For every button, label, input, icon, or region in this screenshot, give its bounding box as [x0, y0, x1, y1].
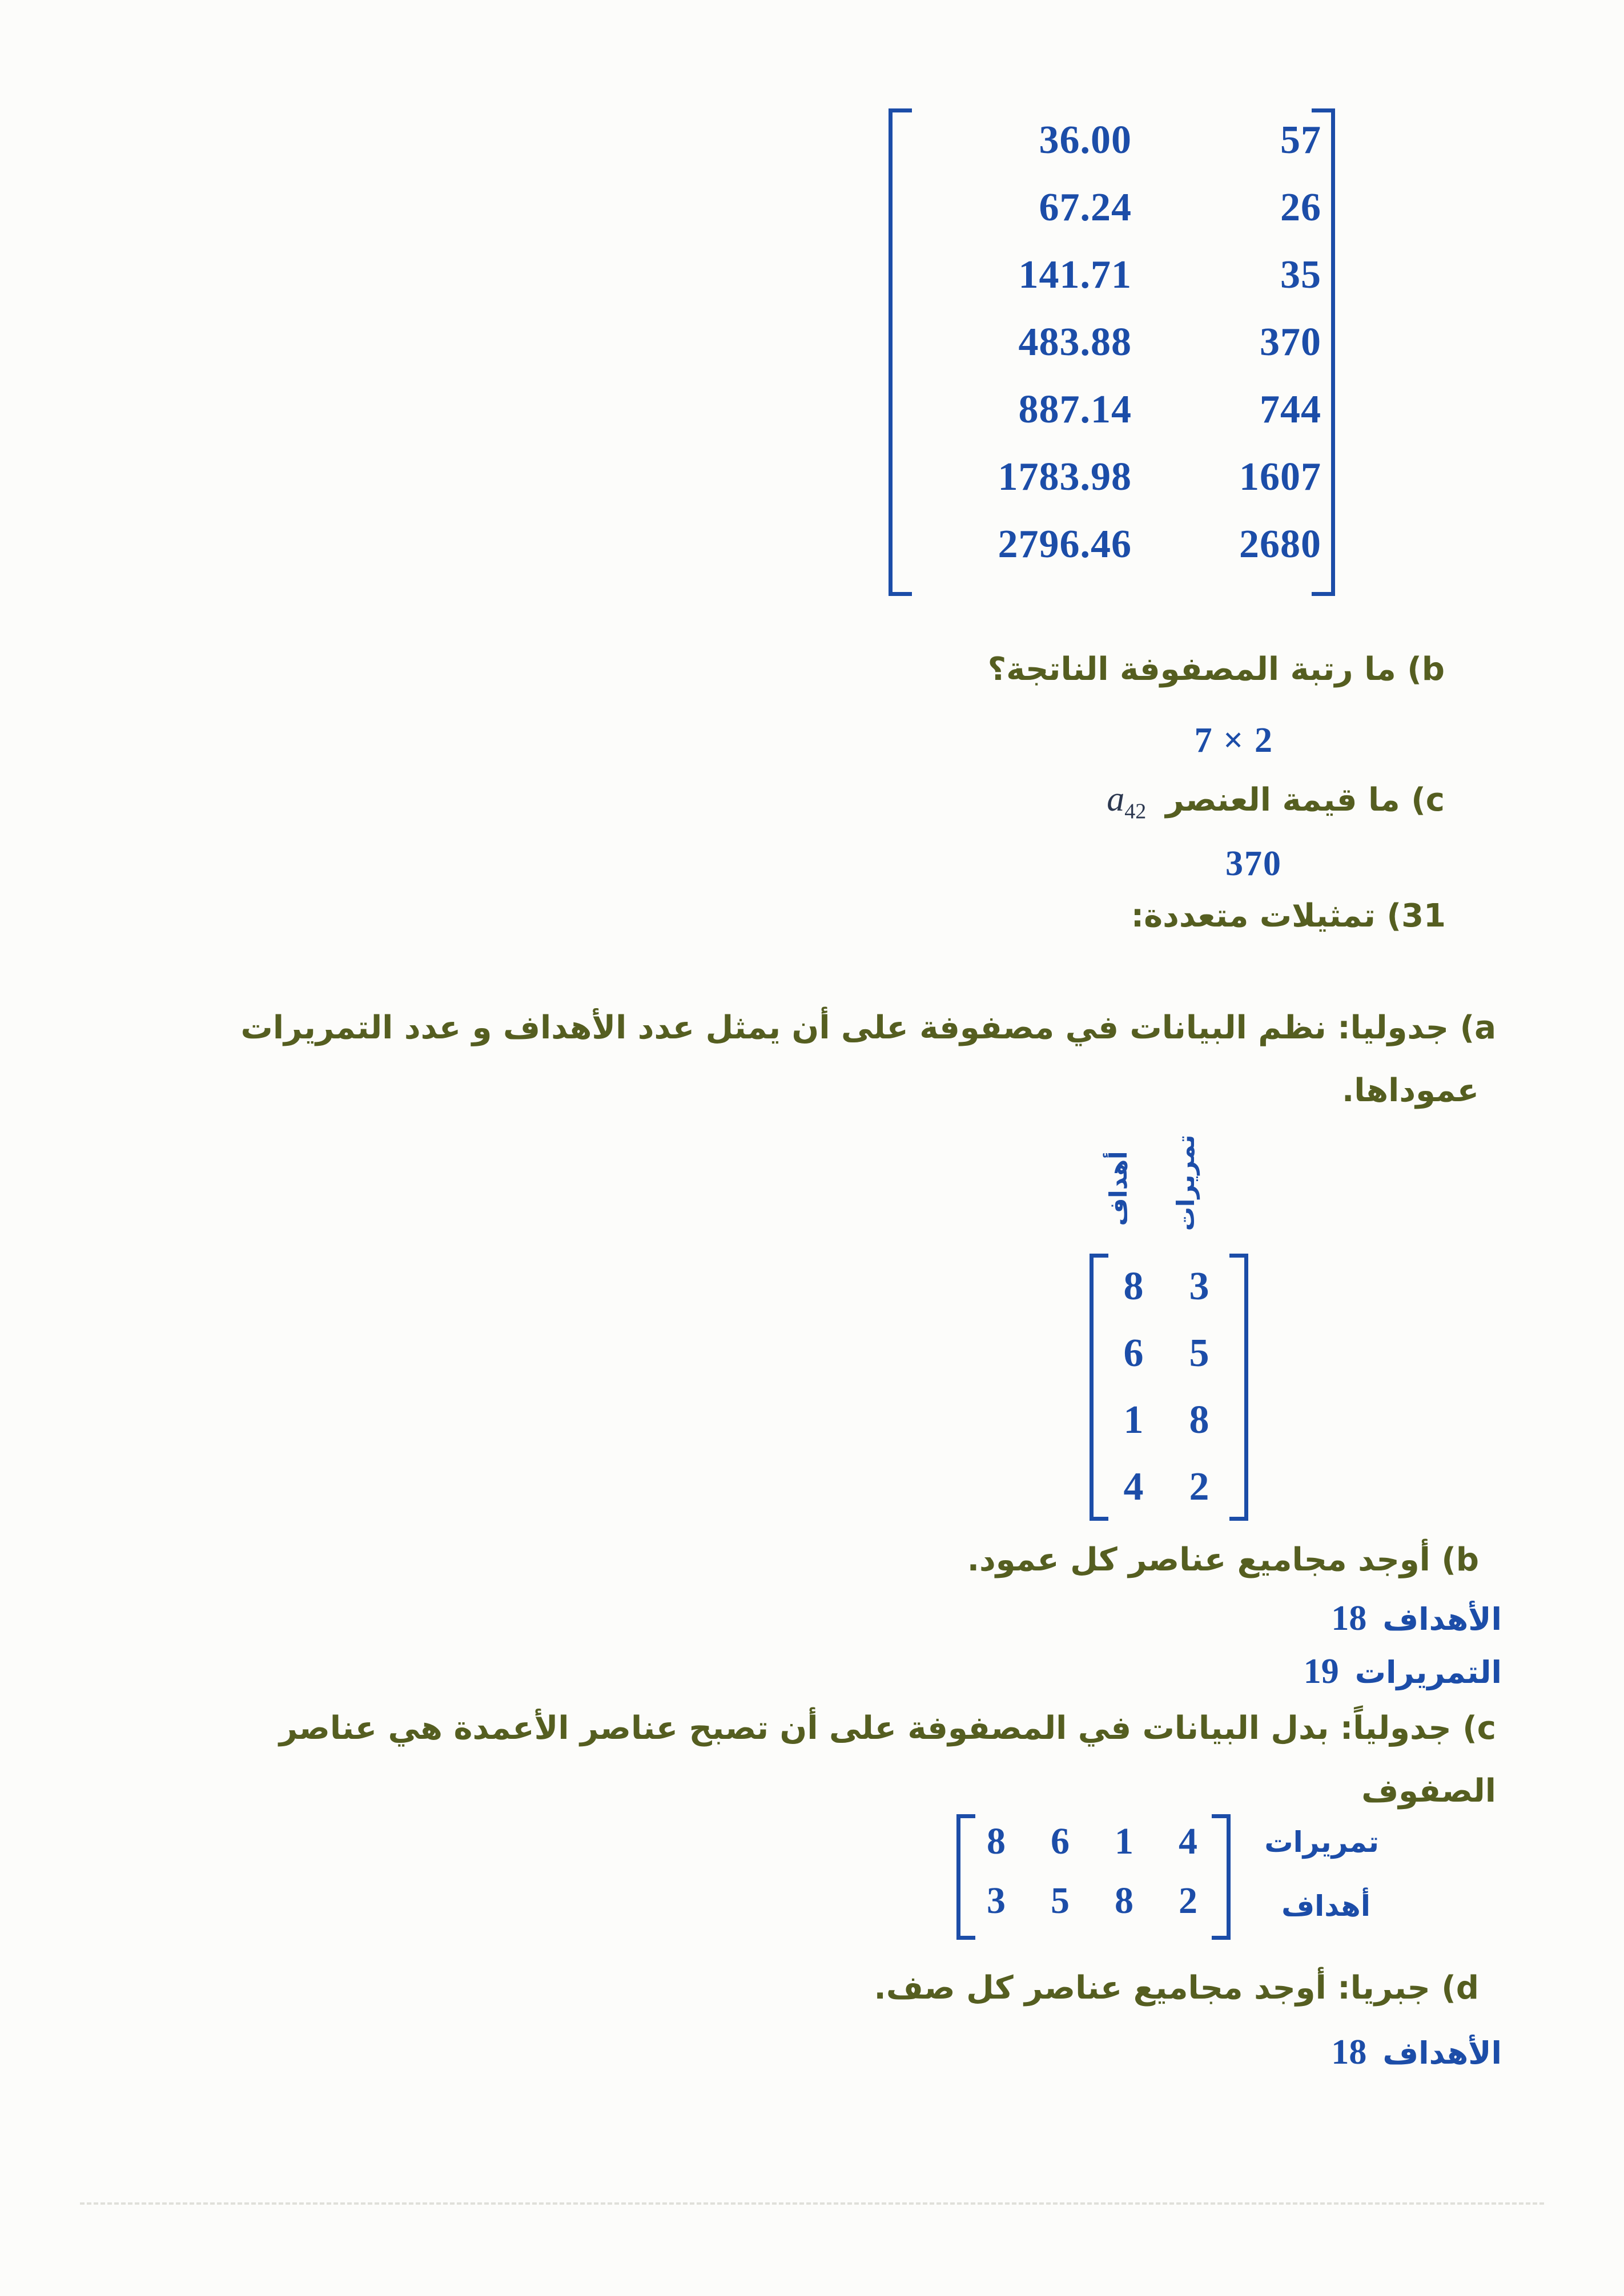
matrix-left-bracket	[889, 108, 912, 596]
matrix-cell: 8	[1123, 1264, 1144, 1308]
answer-goals-row-label: الأهداف	[1382, 2035, 1502, 2071]
matrix-row: 3 5 8 2	[964, 1879, 1231, 1939]
matrix-cell: 483.88	[1018, 320, 1132, 364]
column-label-passes: تمريرات	[1172, 1134, 1200, 1231]
question-part-c-text: c) ما قيمة العنصر	[1165, 782, 1445, 819]
part-c-instruction-line2: الصفوف	[1361, 1773, 1496, 1810]
matrix-row: 2796.46 2680	[919, 522, 1335, 589]
answer-goals-value: 18	[1331, 1599, 1367, 1638]
matrix-cell: 35	[1280, 253, 1321, 297]
matrix-cell: 141.71	[1018, 253, 1132, 297]
matrix-cell: 370	[1260, 320, 1321, 364]
matrix-right-bracket	[1229, 1254, 1248, 1521]
matrix-cell: 744	[1260, 388, 1321, 432]
answer-goals-row-sum: الأهداف 18	[1331, 2032, 1502, 2073]
scan-artifact-rule	[80, 2202, 1544, 2205]
matrix-right-bracket	[1212, 1814, 1231, 1940]
question-part-d: d) جبريا: أوجد مجاميع عناصر كل صف.	[874, 1969, 1479, 2007]
answer-goals-sum: الأهداف 18	[1331, 1598, 1502, 1639]
matrix-cell: 5	[1051, 1880, 1070, 1922]
matrix-grid: 8 6 1 4 3 5 8 2	[956, 1814, 1231, 1939]
matrix-left-bracket	[1090, 1254, 1108, 1521]
answer-goals-row-value: 18	[1331, 2033, 1367, 2072]
matrix-cell: 2	[1179, 1880, 1198, 1922]
matrix-grid: 36.00 57 67.24 26 141.71 35 483.88 370 887.1…	[889, 108, 1335, 589]
matrix-cell: 4	[1179, 1820, 1198, 1862]
matrix-row: 1783.98 1607	[919, 454, 1335, 522]
column-label-goals: أهداف	[1104, 1151, 1132, 1226]
answer-matrix-order: 7 × 2	[1194, 721, 1273, 760]
part-c-instruction-line1: c) جدولياً: بدل البيانات في المصفوفة على…	[279, 1710, 1496, 1747]
matrix-row: 887.14 744	[919, 387, 1335, 454]
matrix-cell: 8	[1115, 1880, 1134, 1922]
matrix-cell: 1	[1123, 1398, 1144, 1442]
matrix-cell: 67.24	[1039, 186, 1132, 229]
answer-element-value: 370	[1225, 844, 1282, 883]
matrix-cell: 8	[987, 1820, 1006, 1862]
matrix-cell: 1	[1115, 1820, 1134, 1862]
problem-31-heading: 31) تمثيلات متعددة:	[1131, 897, 1446, 934]
question-part-b-sums: b) أوجد مجاميع عناصر كل عمود.	[967, 1541, 1479, 1578]
result-matrix-7x2: 36.00 57 67.24 26 141.71 35 483.88 370 887.1…	[889, 108, 1335, 596]
row-label-passes: تمريرات	[1264, 1826, 1379, 1859]
matrix-cell: 5	[1189, 1331, 1210, 1375]
matrix-row: 36.00 57	[919, 118, 1335, 185]
answer-passes-label: التمريرات	[1354, 1654, 1502, 1690]
matrix-cell: 887.14	[1018, 388, 1132, 432]
part-a-instruction-line1: a) جدوليا: نظم البيانات في مصفوفة على أن…	[240, 1009, 1496, 1046]
part-a-instruction-line2: عموداها.	[1342, 1072, 1479, 1109]
row-label-goals: أهداف	[1281, 1890, 1370, 1923]
answer-passes-value: 19	[1303, 1652, 1339, 1691]
matrix-row: 141.71 35	[919, 252, 1335, 320]
math-element-a42: a42	[1107, 780, 1147, 824]
matrix-cell: 1607	[1239, 455, 1321, 499]
matrix-cell: 57	[1280, 118, 1321, 162]
matrix-cell: 8	[1189, 1398, 1210, 1442]
matrix-row: 67.24 26	[919, 185, 1335, 252]
matrix-cell: 6	[1123, 1331, 1144, 1375]
matrix-cell: 2796.46	[998, 522, 1132, 566]
question-part-c: c) ما قيمة العنصر a42	[1107, 779, 1445, 824]
transposed-matrix-2x4: 8 6 1 4 3 5 8 2	[956, 1814, 1231, 1940]
matrix-cell: 2	[1189, 1465, 1210, 1509]
matrix-cell: 6	[1051, 1820, 1070, 1862]
matrix-cell: 1783.98	[998, 455, 1132, 499]
matrix-cell: 3	[987, 1880, 1006, 1922]
matrix-cell: 26	[1280, 186, 1321, 229]
matrix-cell: 3	[1189, 1264, 1210, 1308]
question-part-b: b) ما رتبة المصفوفة الناتجة؟	[987, 651, 1445, 688]
matrix-right-bracket	[1312, 108, 1335, 596]
matrix-cell: 4	[1123, 1465, 1144, 1509]
answer-passes-sum: التمريرات 19	[1304, 1651, 1502, 1692]
matrix-row: 8 6 1 4	[964, 1820, 1231, 1879]
matrix-left-bracket	[956, 1814, 975, 1940]
matrix-row: 483.88 370	[919, 320, 1335, 387]
answer-goals-label: الأهداف	[1382, 1601, 1502, 1637]
matrix-cell: 2680	[1239, 522, 1321, 566]
matrix-cell: 36.00	[1039, 118, 1132, 162]
